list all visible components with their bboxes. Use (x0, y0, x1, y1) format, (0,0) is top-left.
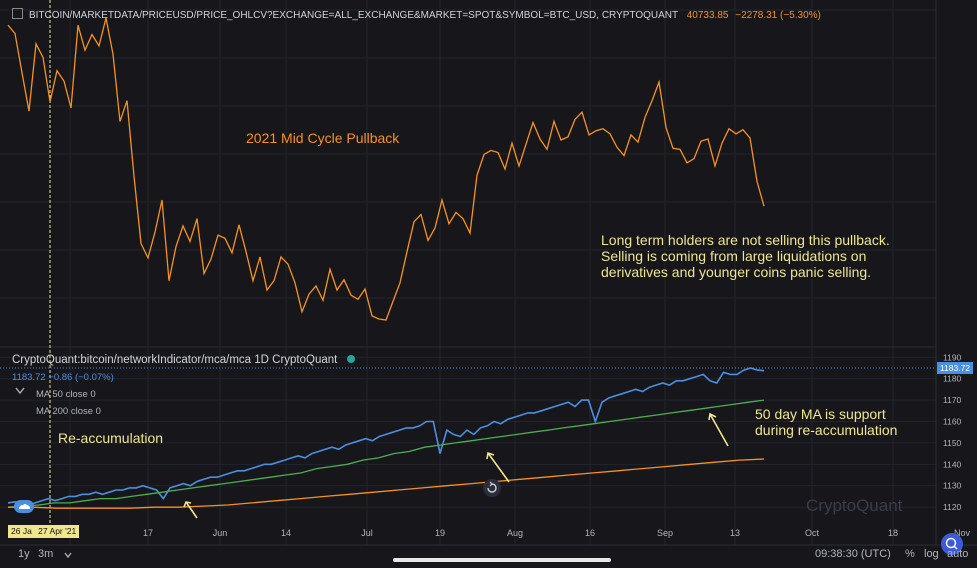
mca-series (7, 367, 765, 509)
utc-clock[interactable]: 09:38:30 (UTC) (815, 548, 891, 560)
arrow-1-head (183, 501, 192, 508)
pullback-annotation: 2021 Mid Cycle Pullback (246, 130, 400, 146)
grid-lines (0, 0, 936, 545)
arrow-3-head (708, 412, 717, 421)
arrow-2 (487, 452, 510, 483)
mca-y-axis[interactable]: 1120 1130 1140 1150 1160 1170 1180 1190 (943, 352, 962, 512)
last-price: 40733.85 (686, 10, 729, 21)
ma-support-line-2: during re-accumulation (755, 422, 898, 438)
collapse-legend-icon[interactable] (15, 387, 25, 398)
mca-line (7, 367, 765, 506)
ma-support-line-1: 50 day MA is support (755, 406, 886, 422)
holders-line-2: Selling is coming from large liquidation… (601, 248, 867, 264)
header-checkbox-icon[interactable] (12, 8, 23, 19)
auto-toggle[interactable]: auto (947, 548, 969, 560)
ma50-line (7, 399, 765, 508)
search-button[interactable] (941, 533, 963, 555)
arrow-2-head (486, 451, 495, 460)
indicator-title-row[interactable]: CryptoQuant:bitcoin/networkIndicator/mca… (12, 354, 355, 366)
price-change: −2278.31 (−5.30%) (735, 10, 821, 21)
indicator-value: 1183.72 −0.86 (−0.07%) (12, 372, 114, 383)
chart-header: BITCOIN/MARKETDATA/PRICEUSD/PRICE_OHLCV?… (12, 8, 952, 21)
reaccumulation-annotation: Re-accumulation (58, 430, 164, 446)
ma50-legend[interactable]: MA 50 close 0 (36, 389, 96, 400)
ma200-legend[interactable]: MA 200 close 0 (36, 406, 101, 417)
x-tick-label: Nov (954, 528, 971, 538)
y-tick-label: 1190 (943, 352, 962, 362)
x-tick-label: 19 (435, 528, 445, 538)
log-toggle[interactable]: log (924, 548, 939, 560)
crosshair-left-label: 26 Ja (11, 526, 32, 536)
ma-support-annotation: 50 day MA is support during re-accumulat… (755, 406, 897, 438)
ma200-line (8, 458, 765, 509)
x-tick-label: Sep (657, 528, 673, 538)
y-tick-label: 1140 (943, 459, 962, 469)
search-icon-handle (953, 545, 958, 550)
holders-line-1: Long term holders are not selling this p… (601, 232, 890, 248)
holders-annotation: Long term holders are not selling this p… (601, 232, 890, 280)
crosshair-date: 27 Apr '21 (38, 526, 77, 536)
reset-icon (487, 483, 497, 493)
x-tick-label: Oct (805, 528, 820, 538)
reset-chart-button[interactable] (483, 479, 501, 497)
arrow-3 (709, 413, 729, 447)
home-indicator (393, 558, 611, 562)
time-axis[interactable]: 17 Jun 14 Jul 19 Aug 16 Sep 13 Oct 18 Nov (143, 528, 971, 538)
watermark: CryptoQuant (806, 496, 903, 515)
y-tick-label: 1160 (943, 417, 962, 427)
x-tick-label: Jul (361, 528, 373, 538)
y-tick-label: 1130 (943, 481, 962, 491)
percent-toggle[interactable]: % (905, 548, 915, 560)
y-tick-label: 1180 (943, 374, 962, 384)
y-tick-label: 1170 (943, 395, 962, 405)
y-tick-label: 1150 (943, 438, 962, 448)
btc-price-line (7, 17, 765, 321)
symbol-title: BITCOIN/MARKETDATA/PRICEUSD/PRICE_OHLCV?… (29, 10, 678, 21)
x-tick-label: 18 (888, 528, 898, 538)
y-tick-label: 1120 (943, 502, 962, 512)
x-tick-label: 13 (730, 528, 740, 538)
current-value-label: 1183.72 (937, 362, 973, 374)
search-icon (945, 537, 957, 549)
crosshair-date-label: 26 Ja 27 Apr '21 (8, 525, 80, 538)
reset-icon-arrow (489, 481, 493, 487)
x-tick-label: 16 (585, 528, 595, 538)
cloud-button[interactable] (14, 500, 34, 513)
x-tick-label: Jun (213, 528, 228, 538)
x-tick-label: 14 (281, 528, 291, 538)
x-tick-label: 17 (143, 528, 153, 538)
timeframe-1y[interactable]: 1y (18, 548, 30, 560)
x-tick-label: Aug (507, 528, 523, 538)
status-dot-icon (346, 355, 355, 363)
timeframe-3m[interactable]: 3m (38, 548, 54, 560)
indicator-title: CryptoQuant:bitcoin/networkIndicator/mca… (12, 354, 338, 366)
holders-line-3: derivatives and younger coins panic sell… (601, 264, 872, 280)
timeframe-menu-icon[interactable] (64, 550, 72, 562)
arrow-1 (185, 501, 198, 519)
price-series (7, 17, 765, 321)
